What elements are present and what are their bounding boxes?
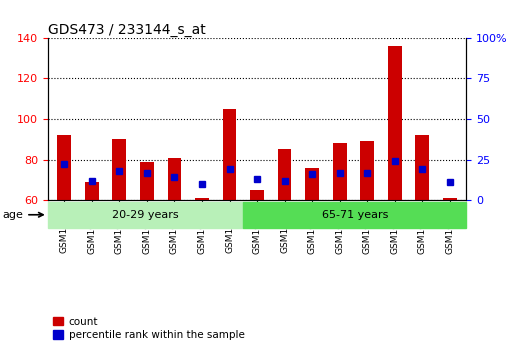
Bar [167, 158, 181, 200]
Bar [195, 198, 209, 200]
Text: age: age [2, 210, 43, 220]
Bar [48, 202, 243, 228]
Bar [360, 141, 374, 200]
Bar [223, 109, 236, 200]
Bar [85, 182, 99, 200]
Bar [333, 144, 347, 200]
Bar [250, 190, 264, 200]
Bar [57, 135, 71, 200]
Text: 65-71 years: 65-71 years [322, 210, 388, 220]
Bar [112, 139, 126, 200]
Bar [278, 149, 292, 200]
Legend: count, percentile rank within the sample: count, percentile rank within the sample [53, 317, 244, 340]
Bar [140, 161, 154, 200]
Bar [443, 198, 457, 200]
Text: GDS473 / 233144_s_at: GDS473 / 233144_s_at [48, 23, 206, 37]
Bar [416, 135, 429, 200]
Bar [243, 202, 466, 228]
Text: 20-29 years: 20-29 years [112, 210, 179, 220]
Bar [305, 168, 319, 200]
Bar [388, 46, 402, 200]
